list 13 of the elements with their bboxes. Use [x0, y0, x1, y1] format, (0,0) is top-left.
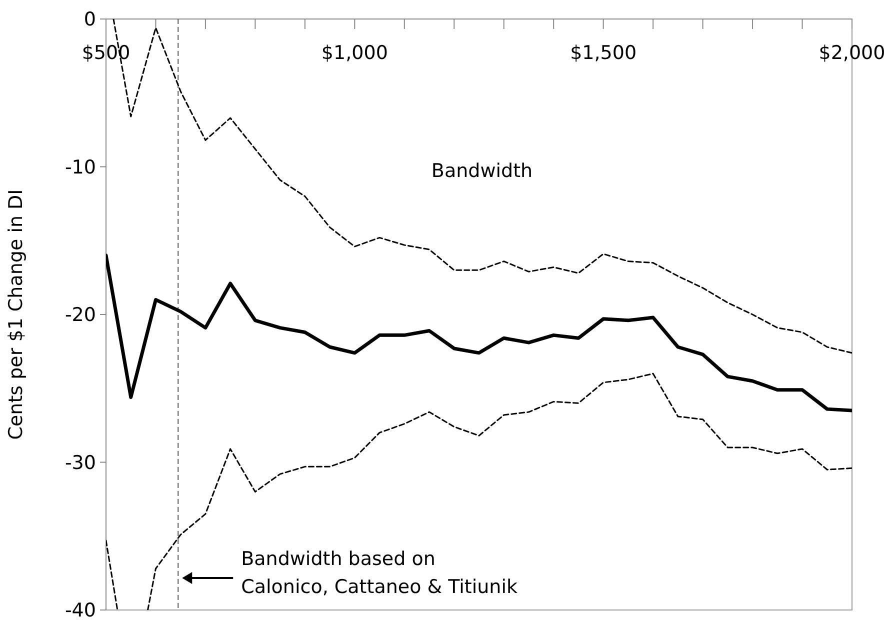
y-tick-label: 0	[84, 8, 96, 31]
x-tick-label: $1,000	[321, 42, 388, 64]
y-tick-label: -20	[64, 304, 96, 326]
line-series	[106, 254, 852, 412]
y-tick-label: -10	[64, 156, 96, 178]
x-tick-label: $2,000	[818, 42, 886, 64]
y-tick-label: -30	[64, 452, 96, 474]
y-axis-title: Cents per $1 Change in DI	[5, 189, 27, 440]
x-tick-label: $500	[82, 42, 130, 64]
y-tick-label: -40	[64, 600, 96, 622]
x-axis-title: Bandwidth	[431, 160, 533, 182]
ref-line-label: Bandwidth based on Calonico, Cattaneo & Titiunik	[241, 548, 518, 598]
x-tick-label: $1,500	[570, 42, 637, 64]
